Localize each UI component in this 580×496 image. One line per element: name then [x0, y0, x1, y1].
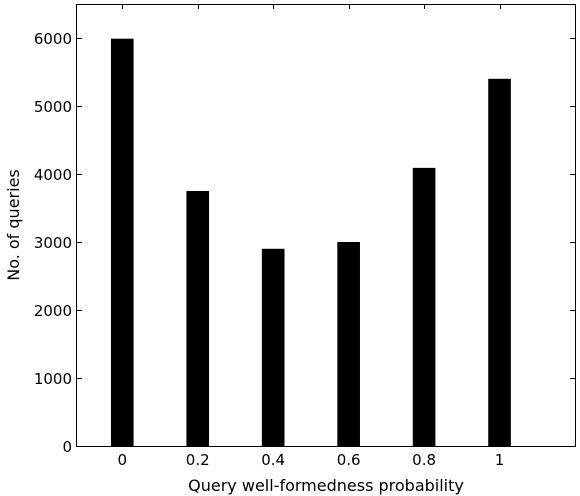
x-axis-label: Query well-formedness probability — [188, 476, 464, 495]
x-tick-label: 0.6 — [337, 451, 361, 469]
y-tick-label: 2000 — [34, 302, 72, 320]
y-tick-label: 4000 — [34, 166, 72, 184]
x-tick-label: 0 — [117, 451, 127, 469]
x-tick-label: 0.2 — [186, 451, 210, 469]
bars-group — [110, 38, 511, 447]
y-tick-label: 6000 — [34, 30, 72, 48]
plot-frame — [76, 4, 576, 447]
x-tick-label: 1 — [495, 451, 505, 469]
bar-0 — [110, 38, 134, 447]
y-tick-label: 3000 — [34, 234, 72, 252]
y-tick-label: 1000 — [34, 370, 72, 388]
y-tick-label: 5000 — [34, 98, 72, 116]
tick-labels-group: 0 0.2 0.4 0.6 0.8 1 0 1000 2000 3000 4000 5000 6000 — [34, 30, 505, 469]
bar-0.4 — [261, 248, 285, 446]
bar-0.6 — [337, 242, 360, 446]
bar-0.8 — [412, 167, 436, 446]
y-axis-label: No. of queries — [4, 169, 23, 281]
y-tick-label: 0 — [62, 438, 72, 456]
x-tick-label: 0.8 — [412, 451, 436, 469]
bar-0.2 — [186, 191, 210, 446]
bar-1 — [488, 78, 511, 447]
x-tick-label: 0.4 — [261, 451, 285, 469]
